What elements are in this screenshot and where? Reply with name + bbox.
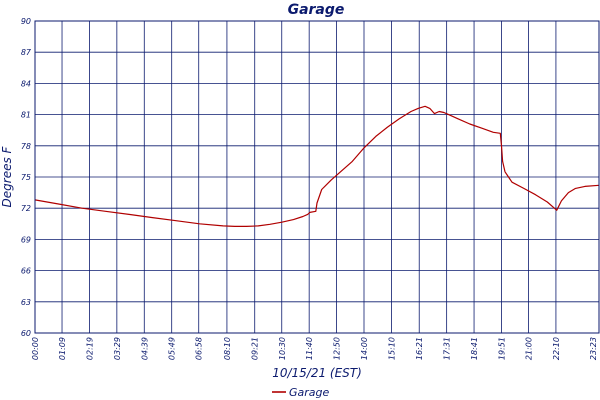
x-tick-label: 01:09 xyxy=(58,337,67,360)
chart-title: Garage xyxy=(288,2,345,18)
plot-frame xyxy=(34,20,600,334)
x-tick-label: 04:39 xyxy=(140,337,149,360)
x-tick-label: 02:19 xyxy=(85,337,94,360)
y-tick-label: 66 xyxy=(21,267,31,276)
y-tick-label: 87 xyxy=(21,48,32,57)
grid xyxy=(34,20,600,334)
legend: Garage xyxy=(272,386,330,399)
x-tick-label: 17:31 xyxy=(443,337,452,360)
x-tick-label: 23:23 xyxy=(589,337,598,360)
x-tick-label: 19:51 xyxy=(497,337,506,360)
y-tick-label: 72 xyxy=(21,204,31,213)
series-line-garage xyxy=(34,105,600,227)
x-tick-label: 10:30 xyxy=(278,337,287,360)
x-tick-label: 03:29 xyxy=(113,337,122,360)
legend-label: Garage xyxy=(289,386,330,399)
y-tick-labels: 60 63 66 69 72 75 78 81 84 87 90 xyxy=(21,17,32,338)
y-tick-label: 90 xyxy=(21,17,31,26)
x-tick-label: 16:21 xyxy=(415,337,424,360)
x-tick-label: 08:10 xyxy=(223,337,232,360)
y-tick-label: 81 xyxy=(21,111,31,120)
y-axis-label: Degrees F xyxy=(0,145,14,207)
x-tick-label: 12:50 xyxy=(333,337,342,360)
y-tick-label: 63 xyxy=(21,298,31,307)
x-tick-label: 22:10 xyxy=(552,337,561,360)
x-tick-label: 05:49 xyxy=(168,337,177,360)
x-tick-label: 18:41 xyxy=(470,337,479,360)
x-tick-label: 09:21 xyxy=(251,337,260,360)
x-tick-label: 06:58 xyxy=(195,337,204,360)
x-tick-label: 11:40 xyxy=(305,337,314,360)
series-layer xyxy=(34,105,600,227)
y-tick-label: 60 xyxy=(21,329,31,338)
y-tick-label: 75 xyxy=(21,173,31,182)
x-tick-label: 14:00 xyxy=(360,337,369,360)
x-tick-labels: 00:00 01:09 02:19 03:29 04:39 05:49 06:58 08:10… xyxy=(31,337,598,360)
y-tick-label: 69 xyxy=(21,235,31,244)
y-tick-label: 78 xyxy=(21,142,31,151)
x-axis-label: 10/15/21 (EST) xyxy=(272,366,362,380)
y-tick-label: 84 xyxy=(21,79,31,88)
x-tick-label: 15:10 xyxy=(387,337,396,360)
x-tick-label: 21:00 xyxy=(525,337,534,360)
x-tick-label: 00:00 xyxy=(31,337,40,360)
